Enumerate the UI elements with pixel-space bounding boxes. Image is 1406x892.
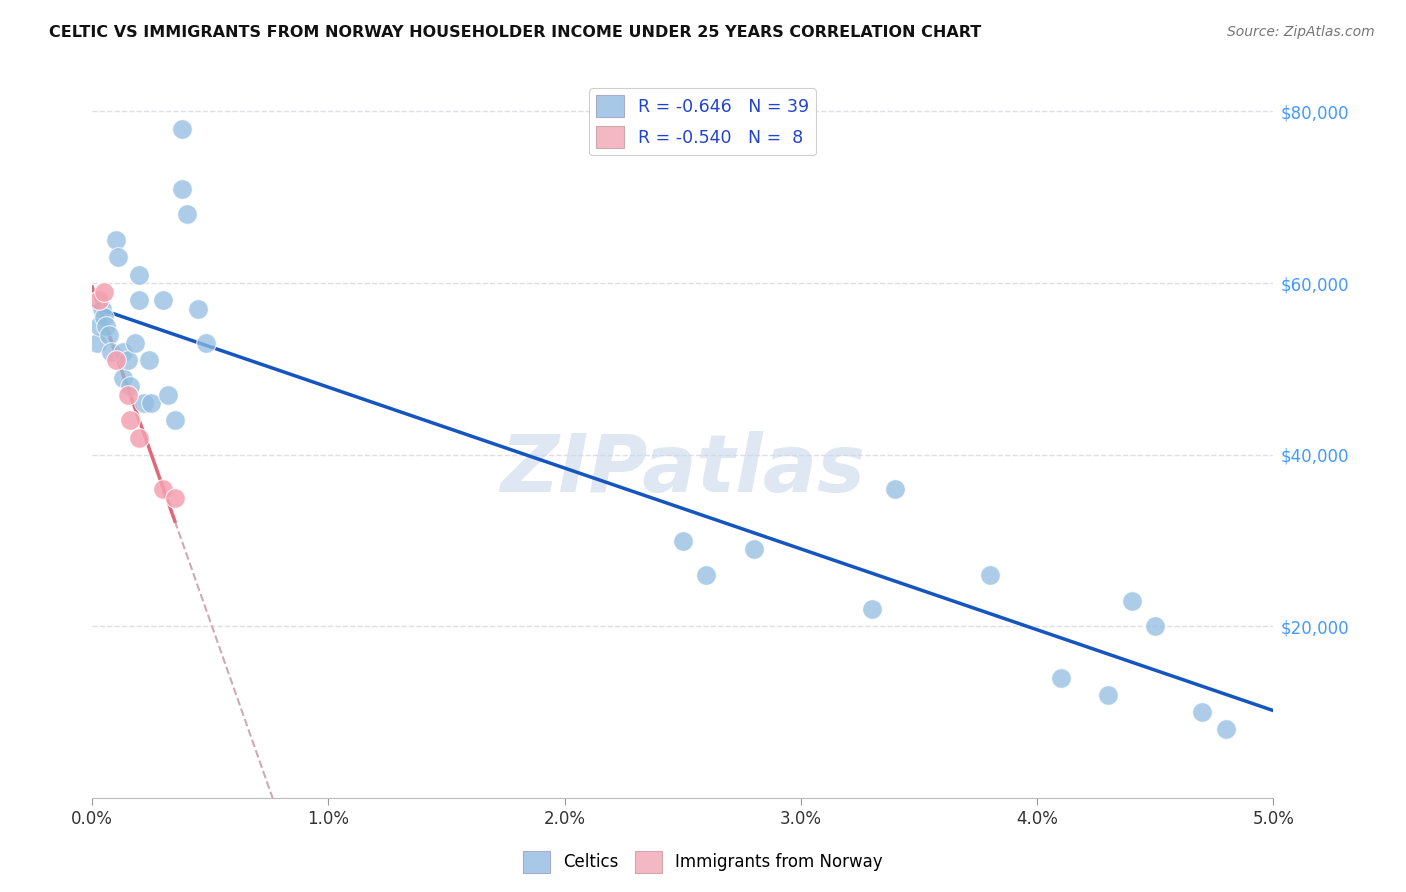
Point — [138, 353, 160, 368]
Legend: R = -0.646   N = 39, R = -0.540   N =  8: R = -0.646 N = 39, R = -0.540 N = 8 — [589, 88, 815, 155]
Point — [163, 413, 186, 427]
Point — [163, 491, 186, 505]
Point — [152, 293, 174, 308]
Point — [86, 336, 108, 351]
Point — [979, 568, 1001, 582]
Point — [1121, 593, 1143, 607]
Text: CELTIC VS IMMIGRANTS FROM NORWAY HOUSEHOLDER INCOME UNDER 25 YEARS CORRELATION C: CELTIC VS IMMIGRANTS FROM NORWAY HOUSEHO… — [49, 25, 981, 40]
Point — [89, 319, 111, 334]
Point — [107, 251, 129, 265]
Point — [156, 387, 179, 401]
Point — [117, 353, 139, 368]
Point — [1215, 723, 1237, 737]
Point — [111, 370, 134, 384]
Point — [860, 602, 883, 616]
Point — [118, 413, 141, 427]
Point — [111, 344, 134, 359]
Point — [884, 482, 907, 496]
Point — [90, 301, 112, 316]
Point — [1191, 706, 1213, 720]
Text: ZIPatlas: ZIPatlas — [501, 431, 865, 508]
Text: Source: ZipAtlas.com: Source: ZipAtlas.com — [1227, 25, 1375, 39]
Point — [152, 482, 174, 496]
Point — [93, 310, 115, 325]
Point — [96, 319, 118, 334]
Point — [100, 344, 122, 359]
Point — [89, 293, 111, 308]
Point — [128, 268, 150, 282]
Point — [1097, 688, 1119, 702]
Point — [695, 568, 717, 582]
Point — [124, 336, 146, 351]
Point — [170, 121, 193, 136]
Point — [93, 285, 115, 299]
Point — [170, 182, 193, 196]
Point — [128, 293, 150, 308]
Point — [672, 533, 695, 548]
Point — [118, 379, 141, 393]
Legend: Celtics, Immigrants from Norway: Celtics, Immigrants from Norway — [516, 845, 890, 880]
Point — [128, 431, 150, 445]
Point — [134, 396, 156, 410]
Point — [742, 542, 765, 557]
Point — [1049, 671, 1071, 685]
Point — [104, 233, 127, 247]
Point — [117, 387, 139, 401]
Point — [104, 353, 127, 368]
Point — [1144, 619, 1167, 633]
Point — [187, 301, 209, 316]
Point — [194, 336, 217, 351]
Point — [176, 207, 198, 221]
Point — [97, 327, 120, 342]
Point — [141, 396, 163, 410]
